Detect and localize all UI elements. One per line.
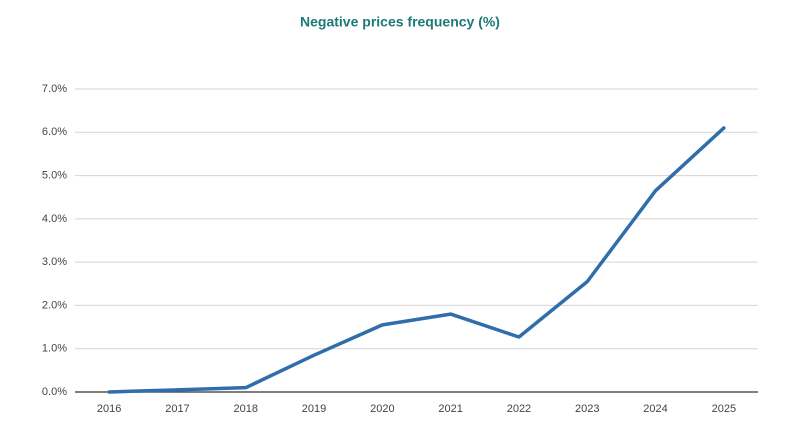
x-tick-label: 2021: [438, 403, 462, 415]
y-tick-label: 1.0%: [42, 343, 67, 355]
y-tick-label: 3.0%: [42, 256, 67, 268]
y-tick-label: 4.0%: [42, 213, 67, 225]
x-tick-label: 2018: [234, 403, 258, 415]
y-tick-label: 5.0%: [42, 169, 67, 181]
y-tick-label: 7.0%: [42, 83, 67, 95]
x-tick-label: 2019: [302, 403, 326, 415]
x-tick-label: 2025: [712, 403, 736, 415]
x-tick-label: 2017: [165, 403, 189, 415]
chart-title: Negative prices frequency (%): [300, 14, 500, 30]
x-tick-label: 2023: [575, 403, 599, 415]
x-tick-label: 2024: [643, 403, 667, 415]
x-tick-label: 2016: [97, 403, 121, 415]
y-tick-label: 6.0%: [42, 126, 67, 138]
x-tick-label: 2020: [370, 403, 394, 415]
y-tick-label: 2.0%: [42, 299, 67, 311]
x-tick-label: 2022: [507, 403, 531, 415]
data-line: [107, 126, 726, 394]
y-tick-label: 0.0%: [42, 386, 67, 398]
